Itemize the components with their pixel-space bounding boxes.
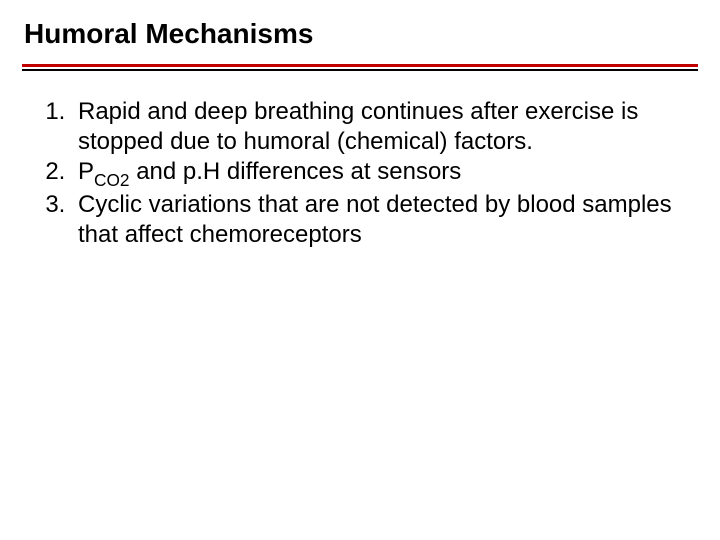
slide-title: Humoral Mechanisms <box>24 18 698 50</box>
numbered-list: Rapid and deep breathing continues after… <box>38 97 688 250</box>
list-item: Rapid and deep breathing continues after… <box>72 97 688 157</box>
list-item-text: Rapid and deep breathing continues after… <box>78 98 638 155</box>
slide: Humoral Mechanisms Rapid and deep breath… <box>0 0 720 540</box>
list-item-text: Cyclic variations that are not detected … <box>78 191 672 248</box>
pco2-sub-co: CO <box>94 170 120 190</box>
pco2-symbol-p: P <box>78 158 94 185</box>
list-item-text-rest: and p.H differences at sensors <box>130 158 462 185</box>
list-item-text: PCO2 and p.H differences at sensors <box>78 158 461 185</box>
pco2-sub-2: 2 <box>120 170 130 190</box>
list-item: PCO2 and p.H differences at sensors <box>72 157 688 190</box>
list-item: Cyclic variations that are not detected … <box>72 190 688 250</box>
slide-body: Rapid and deep breathing continues after… <box>22 71 698 250</box>
